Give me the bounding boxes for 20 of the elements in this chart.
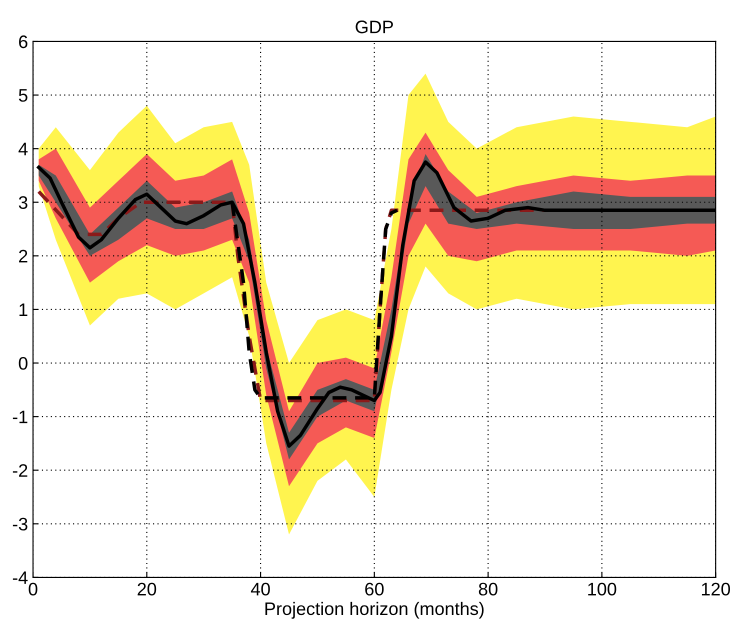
x-tick-label: 40	[250, 582, 270, 596]
y-tick-label: 3	[18, 196, 28, 209]
y-tick-label: -1	[12, 410, 28, 424]
x-tick-label: 60	[365, 582, 384, 596]
y-tick-label: 4	[18, 142, 28, 156]
chart-title: GDP	[356, 20, 393, 34]
y-tick-label: -4	[12, 572, 28, 584]
x-tick-label: 20	[138, 582, 156, 596]
y-tick-label: 2	[19, 250, 28, 262]
y-tick-label: 1	[20, 304, 28, 316]
y-tick-label: -3	[12, 518, 28, 531]
y-tick-label: 5	[18, 89, 28, 102]
y-tick-label: -2	[12, 464, 28, 477]
y-tick-label: 6	[19, 35, 28, 48]
x-tick-label: 80	[478, 582, 498, 596]
x-tick-label: 120	[702, 582, 730, 596]
x-tick-label: 0	[28, 582, 38, 596]
y-tick-label: 0	[18, 356, 28, 370]
x-tick-label: 100	[588, 582, 616, 596]
x-axis-title: Projection horizon (months)	[265, 602, 484, 619]
